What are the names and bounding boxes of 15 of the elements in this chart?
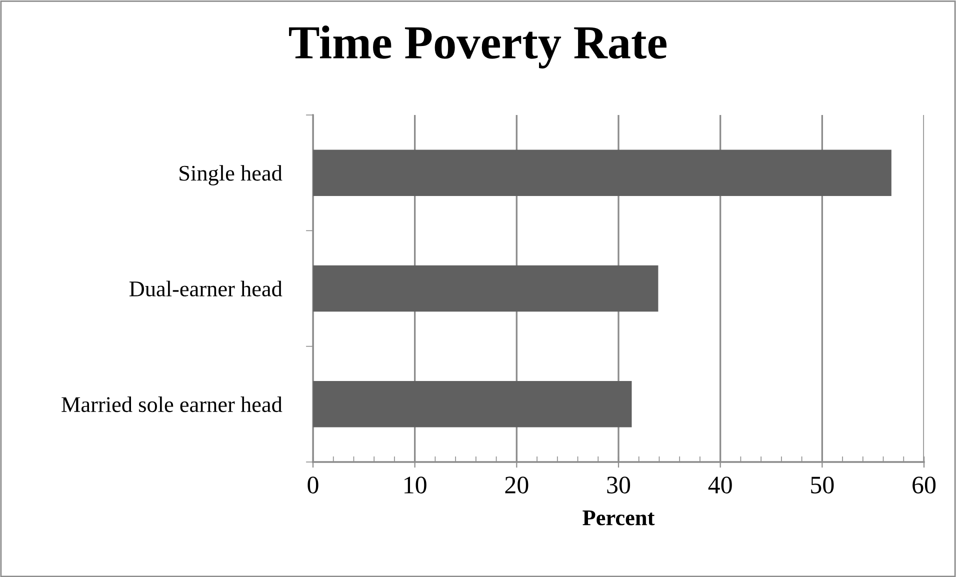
x-tick-label: 50 [811,476,834,494]
x-tick-label: 40 [708,476,732,494]
x-tick-label: 0 [308,476,318,494]
x-tick-label: 30 [607,476,630,494]
y-tick-label: Married sole earner head [62,396,282,412]
chart-title: Time Poverty Rate [289,26,666,68]
bar [313,381,632,428]
x-tick-label: 60 [912,476,936,494]
bar [313,265,658,312]
x-axis-title: Percent [582,510,655,526]
y-tick-label: Dual-earner head [129,280,282,296]
x-tick-label: 10 [404,476,426,494]
x-tick-label: 20 [505,476,528,494]
bar [313,150,892,196]
y-tick-label: Single head [180,165,282,186]
